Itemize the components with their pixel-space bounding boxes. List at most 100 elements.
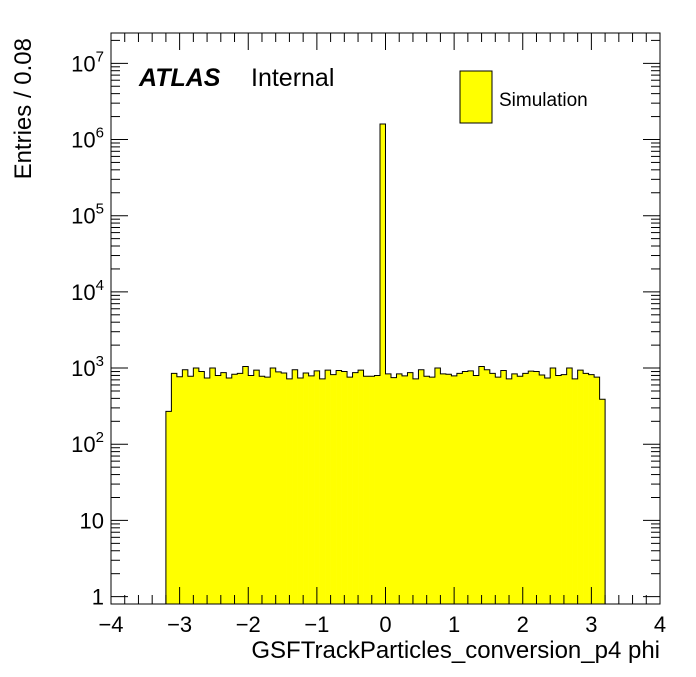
histogram-bar	[237, 373, 244, 604]
histogram-bar	[522, 373, 529, 604]
histogram-bar	[588, 374, 595, 604]
atlas-label: ATLAS	[138, 64, 221, 92]
histogram-bar	[489, 373, 496, 604]
x-tick-label: −4	[98, 612, 123, 637]
histogram-bar	[308, 375, 315, 604]
histogram-bar	[215, 375, 222, 604]
histogram-bar	[358, 370, 364, 604]
histogram-bar	[374, 375, 381, 604]
histogram-bar	[445, 374, 452, 604]
histogram-bar	[572, 378, 578, 604]
histogram-bar	[303, 373, 309, 604]
y-tick-label: 106	[71, 125, 104, 153]
histogram-bar	[467, 370, 474, 604]
histogram-bar	[390, 377, 397, 604]
histogram-bar	[407, 372, 414, 604]
legend-swatch	[459, 70, 493, 124]
histogram-bar	[478, 366, 485, 604]
histogram-bar	[418, 369, 425, 604]
x-tick-label: −2	[236, 612, 261, 637]
histogram-bar	[187, 376, 194, 604]
histogram-bar	[325, 370, 331, 604]
histogram-bar	[369, 376, 375, 604]
histogram-bar	[182, 369, 189, 604]
histogram-bar	[506, 378, 513, 604]
histogram-bar	[473, 375, 480, 604]
histogram-bar	[380, 123, 386, 604]
histogram-bar	[550, 368, 556, 604]
histogram-bar	[176, 376, 183, 604]
histogram-bar	[275, 371, 282, 604]
histogram-bar	[434, 368, 441, 604]
histogram-bar	[385, 373, 392, 604]
tick-labels: −4 −3 −2 −1 0 1 2 3 4 1 10 102 103 104 105 106 107	[71, 48, 666, 637]
histogram-bar	[429, 377, 436, 604]
histogram-bar	[528, 371, 535, 604]
histogram-bar	[193, 368, 200, 604]
histogram-bar	[555, 375, 562, 604]
histogram-bar	[231, 374, 238, 604]
histogram-bar	[577, 370, 584, 604]
y-tick-label: 104	[71, 277, 104, 305]
x-tick-label: −3	[167, 612, 192, 637]
histogram-bar	[511, 373, 518, 604]
histogram-bar	[462, 371, 469, 604]
histogram-bar	[347, 377, 353, 604]
histogram-bar	[270, 368, 276, 604]
x-tick-label: −1	[304, 612, 329, 637]
histogram-bar	[544, 378, 551, 604]
histogram-bar	[401, 375, 408, 604]
histogram-bar	[226, 378, 233, 604]
histogram-bar	[220, 372, 227, 604]
histogram-bar	[341, 371, 348, 604]
histogram-bar	[599, 399, 606, 604]
y-tick-label: 10	[80, 508, 104, 533]
histogram-bar	[396, 373, 403, 604]
histogram-bar	[423, 376, 430, 604]
y-tick-label: 105	[71, 201, 104, 229]
y-tick-label: 102	[71, 429, 104, 457]
histogram-bar	[292, 369, 298, 604]
histogram-bar	[319, 378, 326, 604]
histogram-bar	[286, 378, 293, 604]
histogram-bar	[566, 368, 573, 604]
y-tick-label: 107	[71, 48, 104, 76]
y-axis-label: Entries / 0.08	[10, 38, 37, 179]
histogram-bar	[264, 377, 271, 604]
histogram-bar	[440, 373, 447, 604]
status-label: Internal	[251, 64, 334, 92]
histogram-bar	[352, 372, 359, 604]
histogram-bar	[363, 376, 370, 604]
y-tick-label: 1	[92, 585, 104, 610]
histogram-bar	[539, 375, 546, 604]
histogram-bar	[165, 411, 172, 604]
histogram-bar	[259, 376, 266, 604]
legend-entry-simulation: Simulation	[499, 90, 588, 111]
histogram-bar	[171, 373, 178, 604]
histogram-bar	[500, 370, 507, 604]
x-axis-label: GSFTrackParticles_conversion_p4 phi	[251, 637, 660, 664]
x-tick-label: 1	[448, 612, 460, 637]
histogram-bar	[495, 377, 502, 604]
histogram-bar	[336, 370, 342, 604]
legend: Simulation	[459, 70, 588, 124]
histogram-bar	[533, 371, 540, 604]
histogram-bar	[594, 377, 600, 604]
histogram-bar	[561, 374, 567, 604]
histogram-bar	[198, 371, 205, 604]
histogram-bar	[297, 378, 304, 604]
x-tick-label: 2	[517, 612, 529, 637]
histogram-bar	[484, 369, 491, 604]
x-tick-label: 4	[654, 612, 666, 637]
histogram-bar	[204, 378, 211, 604]
histogram-bars	[165, 123, 606, 604]
histogram-bar	[451, 375, 458, 604]
x-tick-label: 0	[379, 612, 391, 637]
histogram-bar	[583, 373, 589, 604]
histogram-bar	[209, 368, 216, 604]
histogram-bar	[314, 370, 320, 604]
histogram-bar	[253, 370, 260, 604]
histogram-bar	[248, 375, 255, 604]
